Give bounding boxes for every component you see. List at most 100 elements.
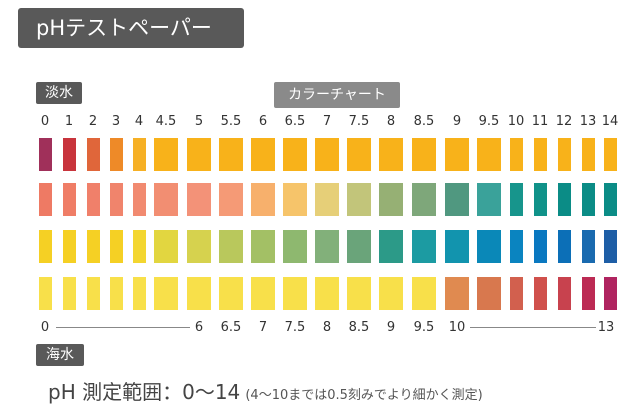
color-swatch xyxy=(412,277,436,310)
color-swatch xyxy=(251,138,275,171)
color-swatch xyxy=(132,277,146,310)
seawater-ph-tick-label: 6 xyxy=(194,320,204,335)
color-swatch xyxy=(315,230,339,263)
ph-tick-label: 12 xyxy=(555,114,573,129)
color-swatch xyxy=(557,230,571,263)
ph-tick-label: 1 xyxy=(64,114,74,129)
color-swatch xyxy=(315,183,339,216)
ph-tick-label: 0 xyxy=(40,114,50,129)
color-swatch xyxy=(38,230,52,263)
ph-tick-label: 2 xyxy=(88,114,98,129)
color-swatch xyxy=(251,183,275,216)
seawater-ph-tick-label: 8 xyxy=(322,320,332,335)
color-swatch xyxy=(62,230,76,263)
color-swatch xyxy=(581,138,595,171)
color-swatch xyxy=(62,138,76,171)
color-swatch xyxy=(109,183,123,216)
color-swatch xyxy=(154,183,178,216)
color-swatch xyxy=(347,183,371,216)
color-swatch xyxy=(154,138,178,171)
color-swatch xyxy=(109,138,123,171)
ph-tick-label: 4 xyxy=(134,114,144,129)
ph-tick-label: 14 xyxy=(601,114,619,129)
color-swatch xyxy=(219,138,243,171)
ph-tick-label: 9.5 xyxy=(478,114,500,129)
color-swatch xyxy=(132,138,146,171)
ph-tick-label: 8.5 xyxy=(413,114,435,129)
color-swatch xyxy=(533,277,547,310)
page-title: pHテストペーパー xyxy=(18,8,244,48)
seawater-ph-tick-label: 0 xyxy=(40,320,50,335)
color-swatch xyxy=(187,183,211,216)
color-swatch xyxy=(533,230,547,263)
color-swatch xyxy=(187,138,211,171)
color-swatch xyxy=(533,183,547,216)
ph-tick-label: 6 xyxy=(258,114,268,129)
color-swatch xyxy=(283,138,307,171)
color-swatch xyxy=(315,277,339,310)
color-swatch xyxy=(251,230,275,263)
color-swatch xyxy=(379,183,403,216)
color-swatch xyxy=(581,277,595,310)
seawater-ph-tick-label: 10 xyxy=(448,320,466,335)
color-swatch xyxy=(86,138,100,171)
color-swatch xyxy=(379,277,403,310)
color-swatch xyxy=(219,183,243,216)
scale-line xyxy=(56,327,190,328)
color-swatch xyxy=(581,183,595,216)
color-swatch xyxy=(533,138,547,171)
color-swatch xyxy=(509,138,523,171)
color-swatch xyxy=(109,230,123,263)
seawater-ph-tick-label: 7 xyxy=(258,320,268,335)
color-swatch xyxy=(445,138,469,171)
color-swatch xyxy=(132,230,146,263)
ph-tick-label: 13 xyxy=(579,114,597,129)
color-swatch xyxy=(347,277,371,310)
color-swatch xyxy=(38,138,52,171)
color-swatch xyxy=(187,277,211,310)
color-swatch xyxy=(412,138,436,171)
ph-tick-label: 5.5 xyxy=(220,114,242,129)
color-swatch xyxy=(445,277,469,310)
color-swatch xyxy=(154,230,178,263)
seawater-ph-tick-label: 9.5 xyxy=(413,320,435,335)
seawater-ph-tick-label: 7.5 xyxy=(284,320,306,335)
color-swatch xyxy=(603,230,617,263)
scale-line xyxy=(470,327,596,328)
ph-tick-label: 4.5 xyxy=(155,114,177,129)
seawater-ph-tick-label: 13 xyxy=(597,320,615,335)
color-swatch xyxy=(187,230,211,263)
color-swatch xyxy=(347,138,371,171)
seawater-ph-tick-label: 9 xyxy=(386,320,396,335)
color-swatch xyxy=(379,230,403,263)
color-swatch xyxy=(132,183,146,216)
ph-tick-label: 7 xyxy=(322,114,332,129)
color-swatch xyxy=(347,230,371,263)
seawater-ph-tick-label: 8.5 xyxy=(348,320,370,335)
color-swatch xyxy=(509,230,523,263)
freshwater-label: 淡水 xyxy=(36,82,82,104)
color-swatch xyxy=(315,138,339,171)
color-swatch xyxy=(219,277,243,310)
seawater-ph-tick-label: 6.5 xyxy=(220,320,242,335)
color-swatch xyxy=(283,277,307,310)
color-swatch xyxy=(86,183,100,216)
color-swatch xyxy=(557,183,571,216)
color-swatch xyxy=(603,138,617,171)
color-swatch xyxy=(38,183,52,216)
ph-tick-label: 6.5 xyxy=(284,114,306,129)
color-swatch xyxy=(154,277,178,310)
color-swatch xyxy=(86,230,100,263)
color-swatch xyxy=(581,230,595,263)
color-swatch xyxy=(38,277,52,310)
ph-tick-label: 11 xyxy=(531,114,549,129)
color-swatch xyxy=(62,183,76,216)
color-swatch xyxy=(603,183,617,216)
ph-tick-label: 3 xyxy=(111,114,121,129)
color-swatch xyxy=(557,277,571,310)
color-swatch xyxy=(557,138,571,171)
range-main-text: pH 測定範囲：0〜14 xyxy=(48,380,241,404)
color-swatch xyxy=(477,183,501,216)
color-swatch xyxy=(219,230,243,263)
